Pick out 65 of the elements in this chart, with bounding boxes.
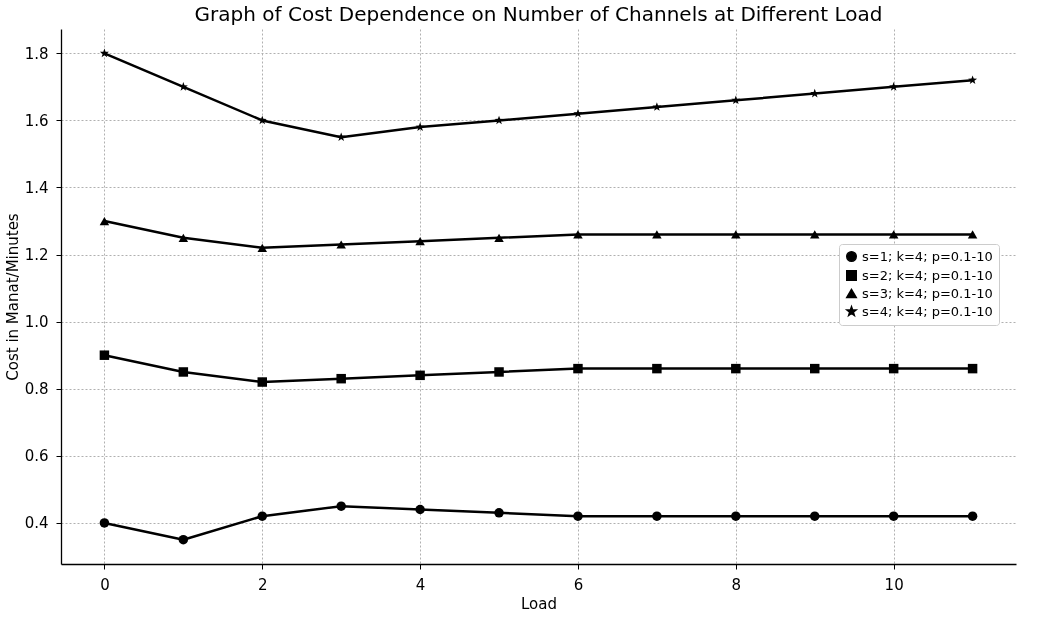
point [415,370,425,381]
point [494,367,504,377]
point [494,115,504,125]
point [652,230,662,239]
y-tick-label: 0.6 [24,447,49,466]
point [968,75,978,84]
point [967,230,978,239]
point [731,363,741,374]
legend-label: s=2; k=4; p=0.1-10 [862,267,993,283]
point [810,363,820,374]
point [967,363,978,374]
legend-label: s=4; k=4; p=0.1-10 [862,303,993,319]
point [810,230,820,239]
point [888,230,899,239]
point [494,508,504,518]
x-tick-label: 8 [731,575,742,594]
point [99,518,110,528]
point [573,108,583,118]
point [810,511,820,521]
y-tick-label: 0.4 [24,514,49,533]
point [415,504,425,515]
y-tick-label: 1.0 [24,313,49,332]
point [99,350,110,360]
point [731,230,741,239]
point [573,230,583,239]
point [415,237,425,246]
point [336,501,346,511]
point [494,233,504,242]
y-axis-title: Cost in Manat/Minutes [3,213,22,381]
point [178,534,189,545]
point [573,363,583,374]
x-tick-label: 10 [884,575,904,594]
point [178,367,189,377]
x-axis-title: Load [521,594,557,613]
y-tick-label: 1.4 [24,178,49,197]
legend-label: s=3; k=4; p=0.1-10 [862,285,993,301]
point [889,82,899,91]
point [336,132,346,142]
point [573,511,583,521]
x-tick-label: 4 [415,575,426,594]
y-tick-label: 1.6 [24,111,49,130]
point [731,511,741,521]
point [99,48,109,58]
point [652,511,662,521]
point [257,243,267,252]
point [178,233,189,242]
point [888,511,899,521]
point [257,511,267,521]
point [967,511,978,521]
y-tick-label: 1.2 [24,246,49,265]
legend-label: s=1; k=4; p=0.1-10 [862,248,993,264]
point [178,82,188,91]
point [652,363,662,374]
point [888,363,899,374]
point [336,373,346,384]
point [257,377,267,387]
x-tick-label: 0 [100,575,110,594]
chart-title: Graph of Cost Dependence on Number of Channels at Different Load [194,2,883,26]
x-tick-label: 6 [573,575,584,594]
point [336,240,346,249]
y-tick-label: 1.8 [24,44,49,63]
y-tick-label: 0.8 [24,380,49,399]
point [99,216,110,226]
x-tick-label: 2 [257,575,268,594]
point [652,102,662,111]
